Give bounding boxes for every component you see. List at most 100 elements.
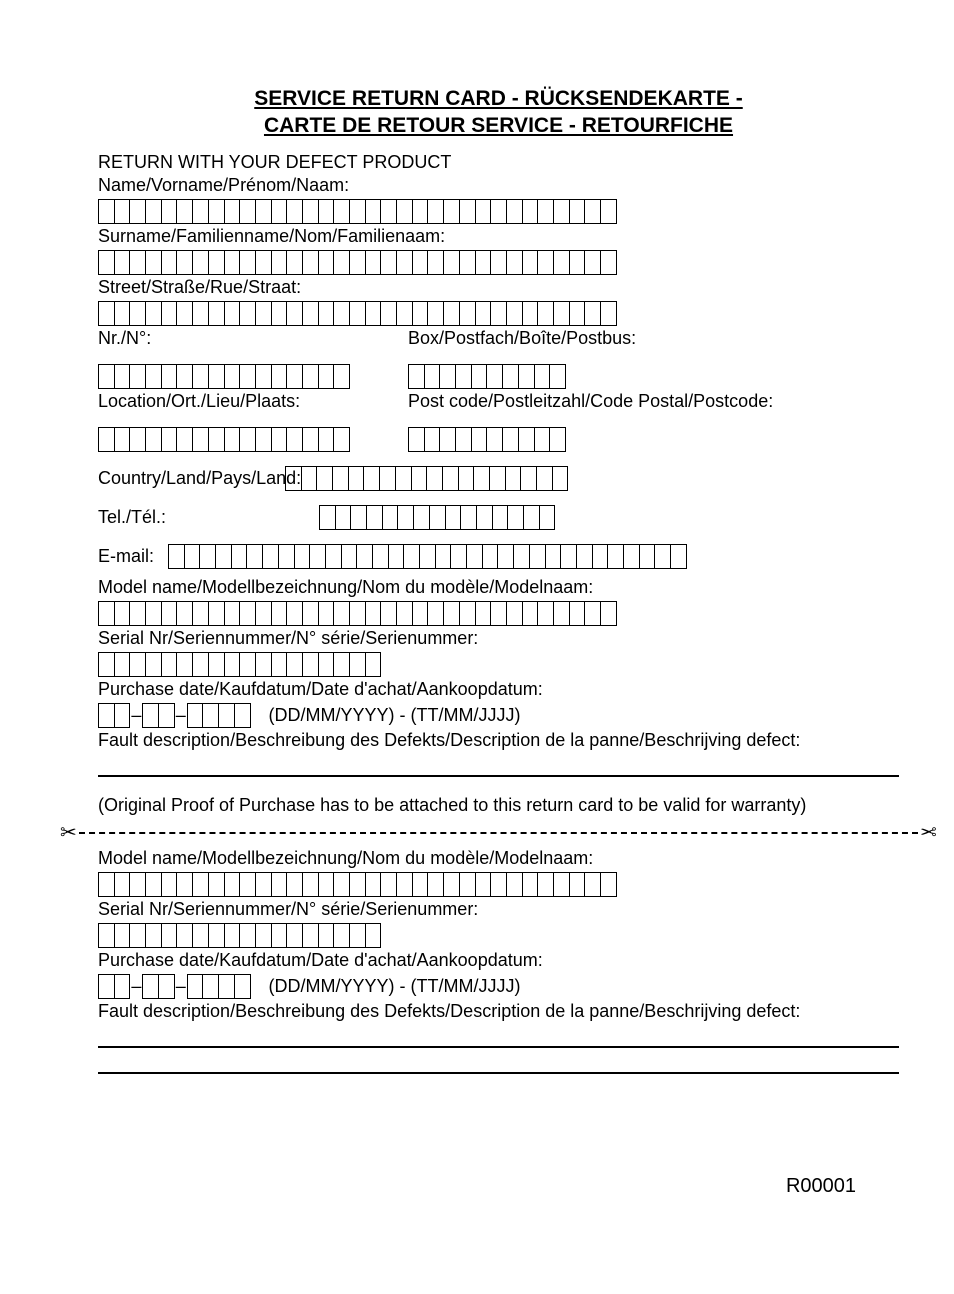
input-cell[interactable] [365,923,382,948]
input-cell[interactable] [537,199,554,224]
input-cell[interactable] [239,301,256,326]
input-cell[interactable] [302,301,319,326]
input-cell[interactable] [537,872,554,897]
input-cell[interactable] [365,301,382,326]
nr-input-boxes[interactable] [98,364,408,389]
input-cell[interactable] [458,466,475,491]
input-cell[interactable] [490,601,507,626]
input-cell[interactable] [584,250,601,275]
input-cell[interactable] [302,364,319,389]
input-cell[interactable] [255,923,272,948]
input-cell[interactable] [161,250,178,275]
input-cell[interactable] [490,199,507,224]
input-cell[interactable] [158,703,175,728]
model-input-boxes[interactable] [98,601,899,626]
input-cell[interactable] [522,601,539,626]
input-cell[interactable] [224,427,241,452]
input-cell[interactable] [145,872,162,897]
input-cell[interactable] [318,427,335,452]
input-cell[interactable] [239,199,256,224]
input-cell[interactable] [372,544,389,569]
input-cell[interactable] [482,544,499,569]
input-cell[interactable] [129,301,146,326]
input-cell[interactable] [333,923,350,948]
box-input-boxes[interactable] [408,364,899,389]
input-cell[interactable] [380,250,397,275]
input-cell[interactable] [333,427,350,452]
input-cell[interactable] [161,872,178,897]
input-cell[interactable] [286,872,303,897]
input-cell[interactable] [255,872,272,897]
input-cell[interactable] [302,923,319,948]
input-cell[interactable] [424,427,441,452]
input-cell[interactable] [427,199,444,224]
input-cell[interactable] [600,250,617,275]
input-cell[interactable] [552,466,569,491]
input-cell[interactable] [435,544,452,569]
name-input-boxes[interactable] [98,199,899,224]
input-cell[interactable] [341,544,358,569]
input-cell[interactable] [349,872,366,897]
input-cell[interactable] [271,364,288,389]
input-cell[interactable] [158,974,175,999]
street-input-boxes[interactable] [98,301,899,326]
input-cell[interactable] [271,199,288,224]
input-cell[interactable] [427,872,444,897]
input-cell[interactable] [199,544,216,569]
input-cell[interactable] [476,505,493,530]
input-cell[interactable] [271,652,288,677]
input-cell[interactable] [239,601,256,626]
input-cell[interactable] [443,601,460,626]
input-cell[interactable] [443,250,460,275]
input-cell[interactable] [466,544,483,569]
input-cell[interactable] [379,466,396,491]
input-cell[interactable] [239,652,256,677]
surname-input-boxes[interactable] [98,250,899,275]
input-cell[interactable] [584,872,601,897]
input-cell[interactable] [506,301,523,326]
input-cell[interactable] [176,652,193,677]
input-cell[interactable] [356,544,373,569]
input-cell[interactable] [98,872,115,897]
input-cell[interactable] [114,250,131,275]
input-cell[interactable] [192,601,209,626]
input-cell[interactable] [285,466,302,491]
input-cell[interactable] [490,250,507,275]
input-cell[interactable] [286,427,303,452]
input-cell[interactable] [382,505,399,530]
input-cell[interactable] [349,652,366,677]
input-cell[interactable] [129,364,146,389]
input-cell[interactable] [380,872,397,897]
input-cell[interactable] [202,703,219,728]
input-cell[interactable] [208,872,225,897]
input-cell[interactable] [396,250,413,275]
input-cell[interactable] [224,872,241,897]
input-cell[interactable] [349,601,366,626]
tel-input-boxes[interactable] [319,505,555,530]
input-cell[interactable] [349,923,366,948]
input-cell[interactable] [333,601,350,626]
input-cell[interactable] [518,427,535,452]
input-cell[interactable] [325,544,342,569]
input-cell[interactable] [176,427,193,452]
email-input-boxes[interactable] [168,544,687,569]
input-cell[interactable] [537,601,554,626]
input-cell[interactable] [471,427,488,452]
input-cell[interactable] [161,652,178,677]
input-cell[interactable] [445,505,462,530]
input-cell[interactable] [224,923,241,948]
purchase-month-boxes[interactable] [142,703,174,728]
input-cell[interactable] [239,427,256,452]
location-input-boxes[interactable] [98,427,408,452]
input-cell[interactable] [600,872,617,897]
input-cell[interactable] [318,601,335,626]
input-cell[interactable] [569,199,586,224]
input-cell[interactable] [333,199,350,224]
input-cell[interactable] [537,301,554,326]
input-cell[interactable] [218,974,235,999]
input-cell[interactable] [365,601,382,626]
input-cell[interactable] [534,427,551,452]
input-cell[interactable] [192,199,209,224]
input-cell[interactable] [286,364,303,389]
purchase-day-boxes[interactable] [98,703,130,728]
